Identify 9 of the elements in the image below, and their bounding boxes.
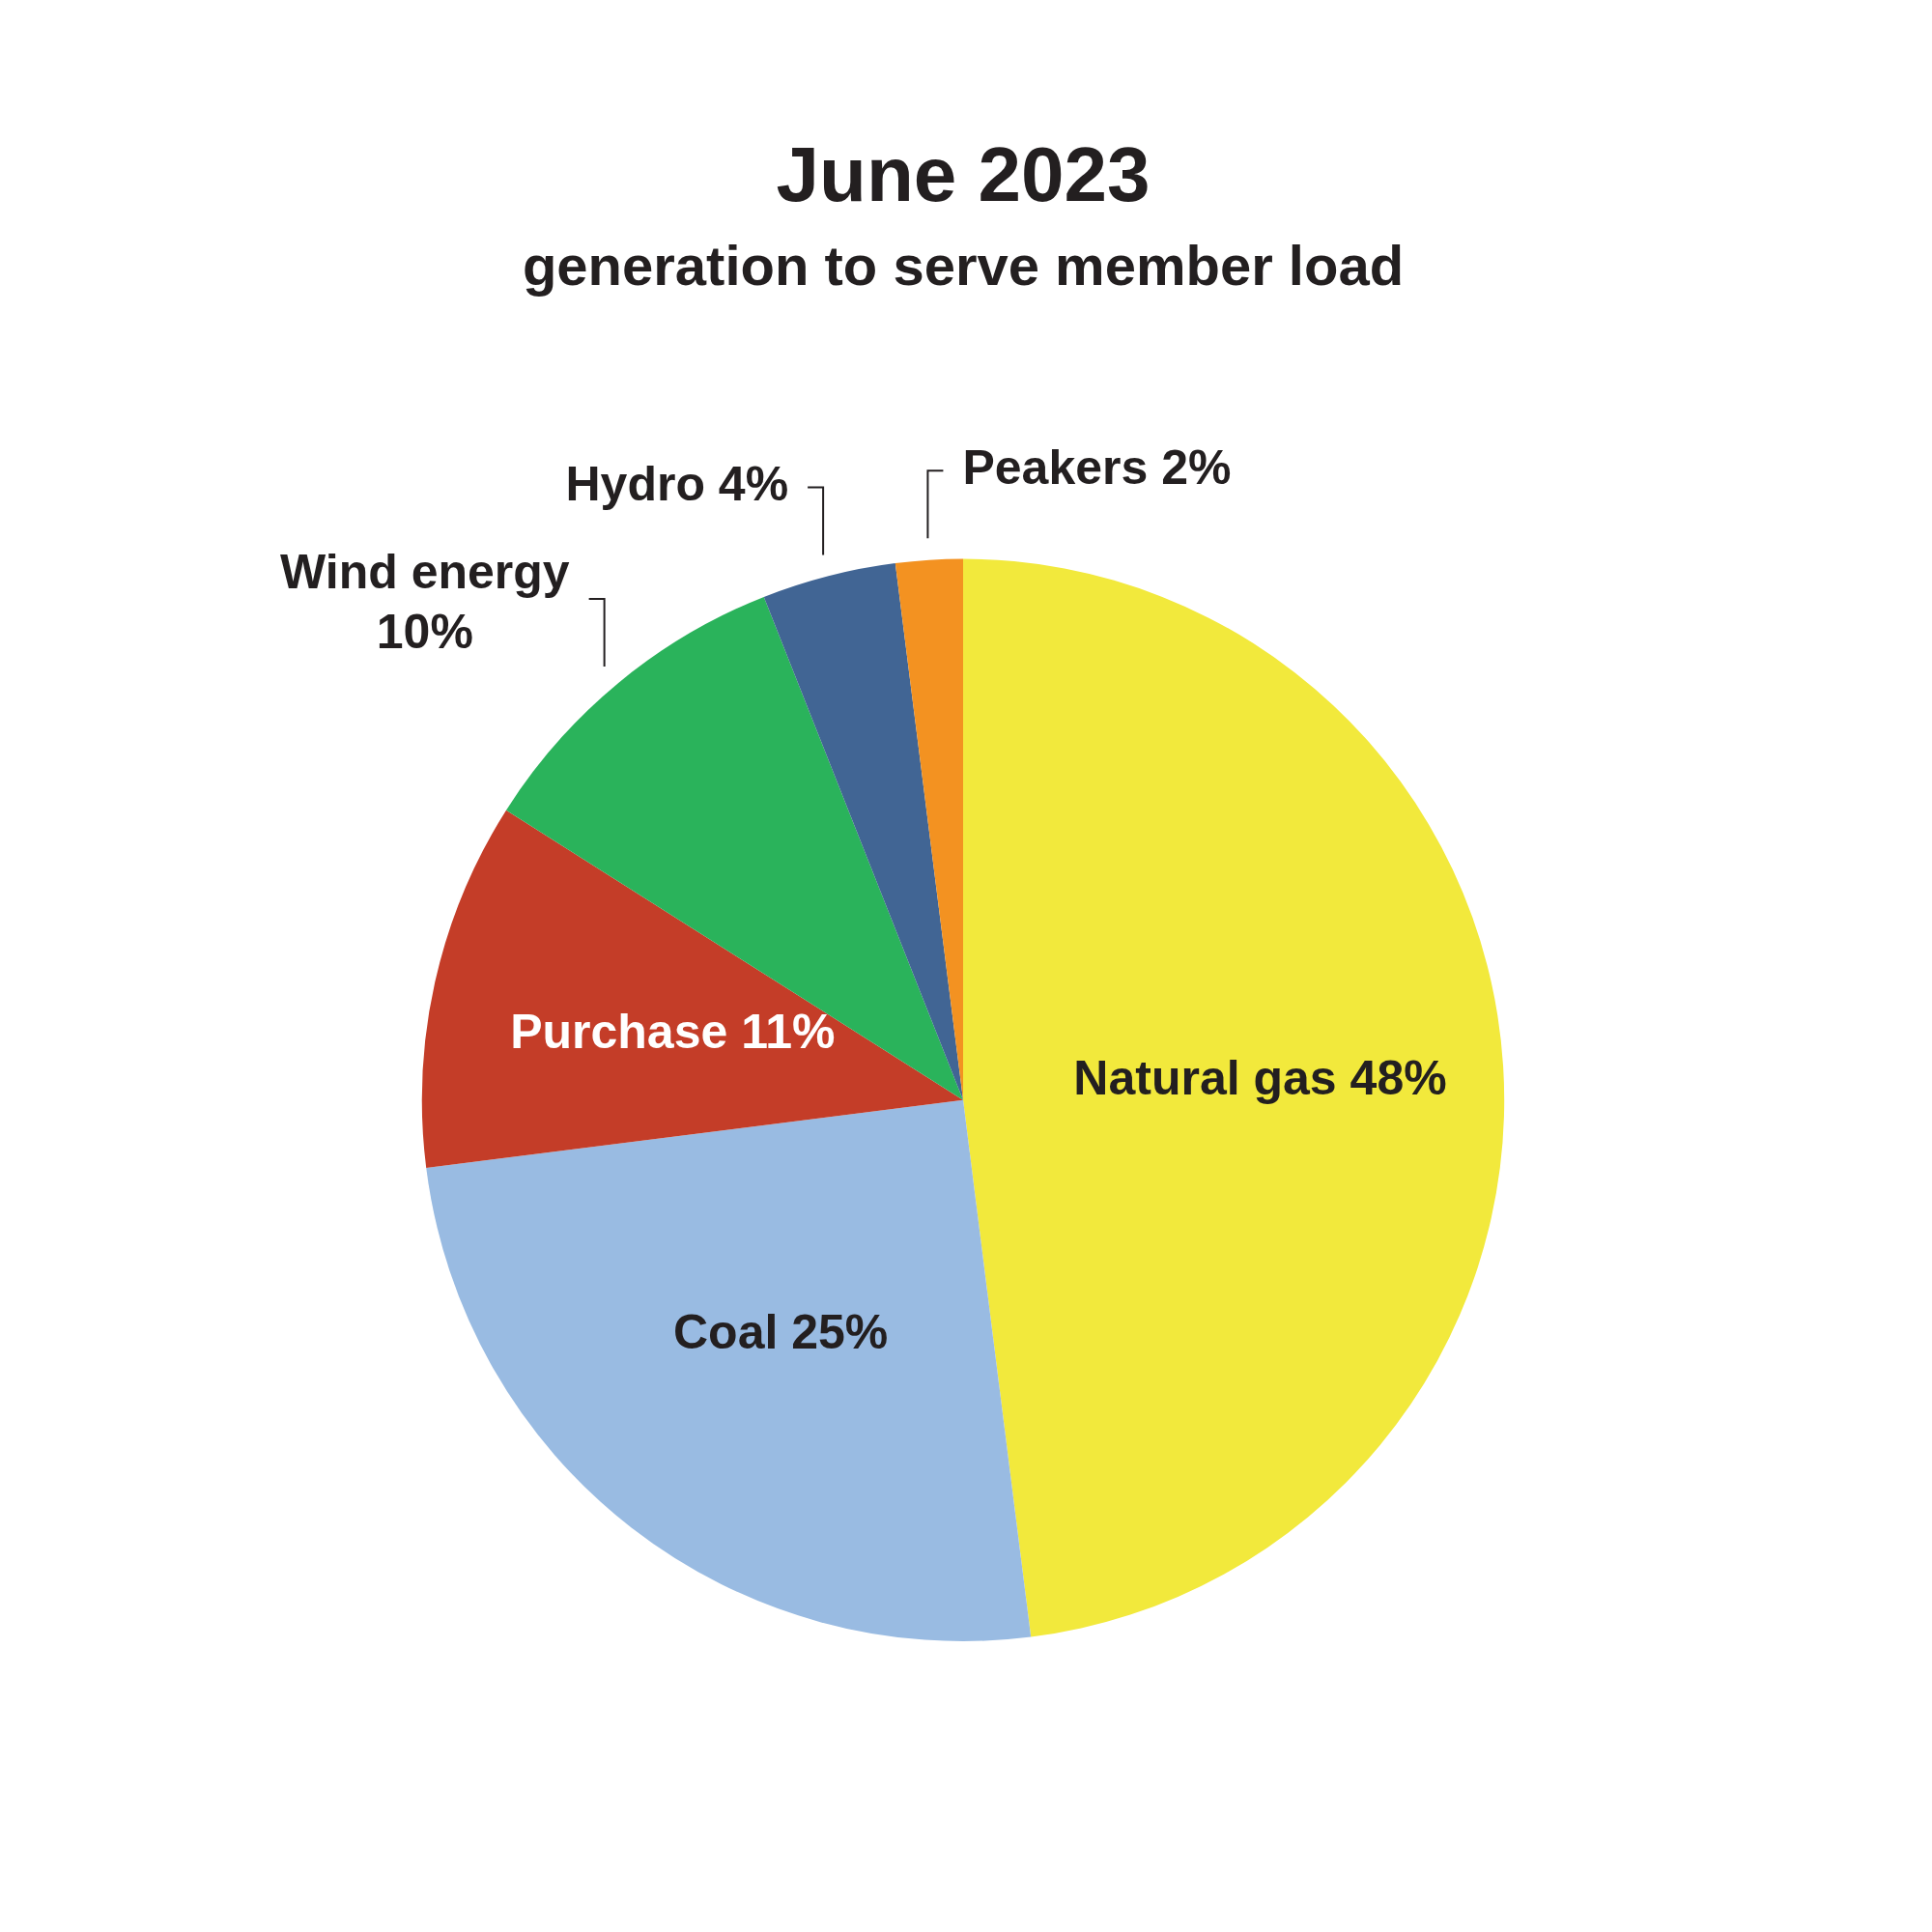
- slice-label: Purchase 11%: [510, 1005, 836, 1060]
- slice-label: Wind energy: [280, 544, 570, 599]
- chart-title: June 2023: [776, 131, 1151, 218]
- slice-label: Peakers 2%: [962, 440, 1232, 496]
- slice-label: Natural gas 48%: [1073, 1051, 1447, 1106]
- chart-subtitle: generation to serve member load: [522, 233, 1405, 297]
- data-label: 10%: [376, 604, 473, 659]
- slice-label: Coal 25%: [672, 1305, 889, 1360]
- slice-label: Hydro 4%: [565, 457, 789, 512]
